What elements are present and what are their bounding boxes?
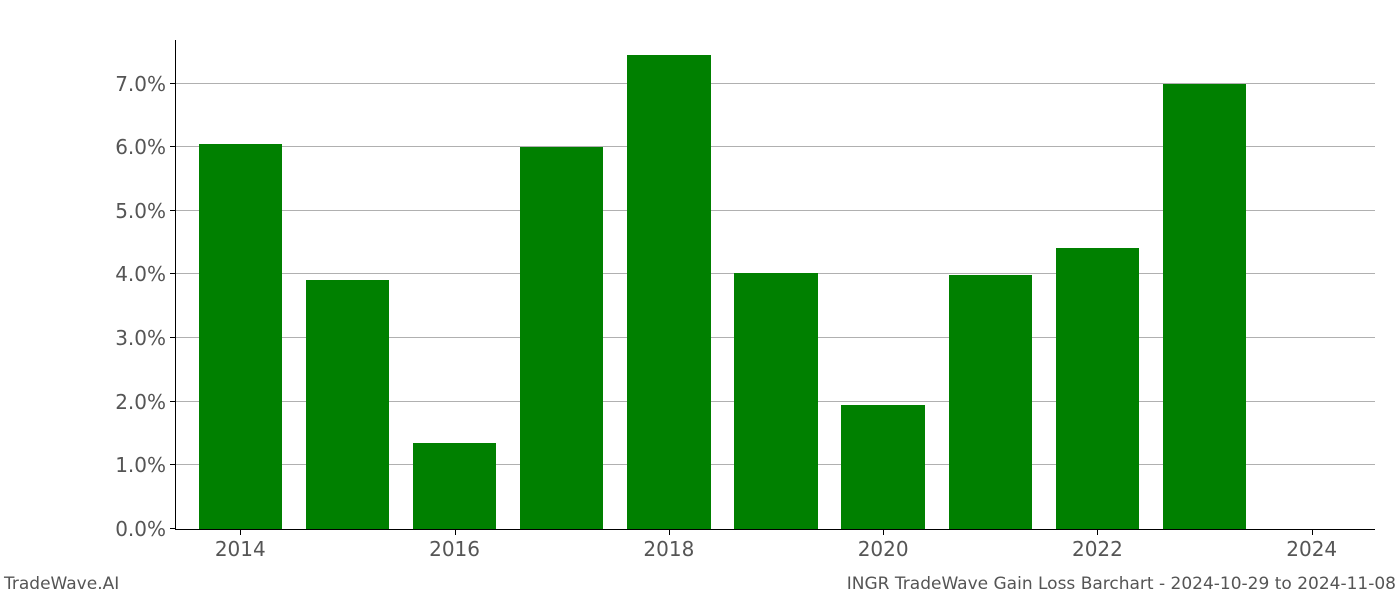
xtick-label: 2014 [215, 529, 266, 561]
bar [520, 147, 604, 529]
footer-right-text: INGR TradeWave Gain Loss Barchart - 2024… [847, 574, 1396, 594]
bar [1163, 84, 1247, 529]
ytick-label: 2.0% [115, 390, 176, 414]
bar [949, 275, 1033, 529]
ytick-label: 4.0% [115, 262, 176, 286]
ytick-label: 5.0% [115, 199, 176, 223]
xtick-label: 2024 [1286, 529, 1337, 561]
ytick-label: 7.0% [115, 72, 176, 96]
bar [1056, 248, 1140, 529]
ytick-label: 1.0% [115, 453, 176, 477]
xtick-label: 2020 [858, 529, 909, 561]
chart-container: 0.0% 1.0% 2.0% 3.0% 4.0% 5.0% 6.0% 7.0% 2014 2016… [0, 0, 1400, 600]
bar [413, 443, 497, 529]
bar [841, 405, 925, 529]
xtick-label: 2022 [1072, 529, 1123, 561]
xtick-label: 2016 [429, 529, 480, 561]
bar [734, 273, 818, 529]
bar [199, 144, 283, 529]
ytick-label: 3.0% [115, 326, 176, 350]
bar [306, 280, 390, 529]
ytick-label: 0.0% [115, 517, 176, 541]
footer-left-text: TradeWave.AI [4, 574, 119, 594]
xtick-label: 2018 [643, 529, 694, 561]
ytick-label: 6.0% [115, 135, 176, 159]
plot-area: 0.0%1.0%2.0%3.0%4.0%5.0%6.0%7.0%20142016… [175, 40, 1375, 530]
bar [627, 55, 711, 529]
